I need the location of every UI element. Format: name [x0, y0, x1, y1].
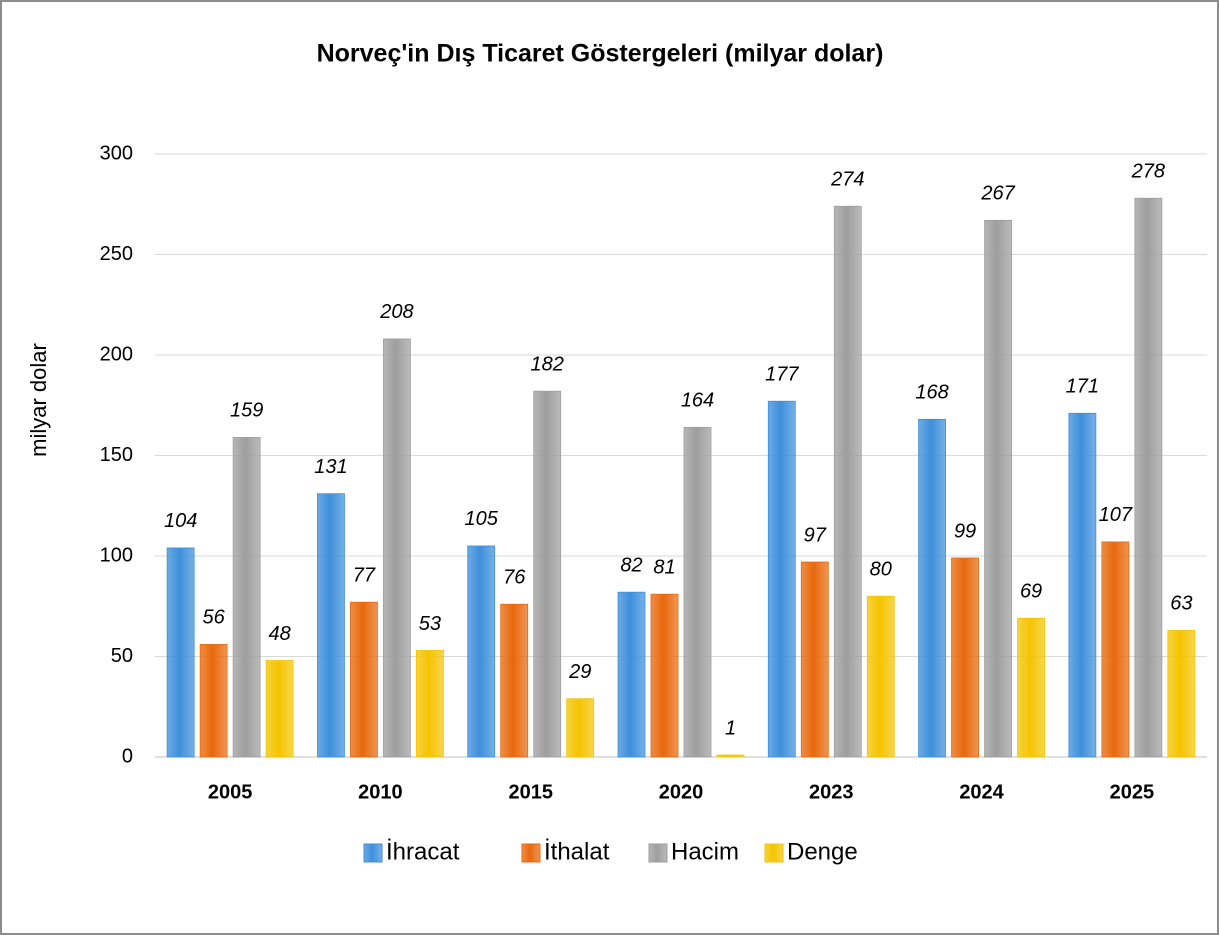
data-label: 159	[230, 400, 263, 422]
bar	[1068, 412, 1097, 758]
legend-swatch	[648, 843, 668, 863]
legend-label: İthalat	[544, 838, 610, 865]
x-tick-label: 2023	[809, 781, 854, 803]
bar	[416, 650, 444, 758]
bar	[1167, 629, 1196, 758]
bar	[683, 426, 712, 758]
bar	[166, 547, 195, 758]
data-label: 171	[1066, 376, 1099, 398]
bar	[650, 593, 679, 758]
data-label: 48	[269, 623, 291, 645]
bar	[1017, 617, 1045, 758]
data-label: 131	[314, 456, 347, 478]
bar	[984, 219, 1012, 758]
x-tick-label: 2015	[508, 781, 553, 803]
data-label: 53	[419, 613, 441, 635]
legend-label: Denge	[787, 838, 858, 865]
y-tick-label: 150	[100, 444, 133, 466]
data-label: 182	[531, 353, 564, 375]
legend-swatch	[363, 843, 383, 863]
y-tick-label: 50	[111, 645, 133, 667]
bar	[800, 561, 829, 758]
bar	[383, 338, 411, 758]
bar	[265, 660, 294, 758]
y-tick-label: 200	[100, 343, 133, 365]
data-label: 97	[804, 524, 827, 546]
x-tick-label: 2025	[1110, 781, 1155, 803]
data-label: 1	[725, 717, 736, 739]
data-label: 82	[620, 554, 642, 576]
chart-title: Norveç'in Dış Ticaret Göstergeleri (mily…	[317, 40, 884, 68]
data-label: 81	[653, 556, 675, 578]
bar	[500, 603, 529, 758]
bar	[833, 205, 862, 758]
data-label: 267	[980, 183, 1015, 205]
y-tick-label: 100	[100, 544, 133, 566]
y-tick-label: 300	[100, 142, 133, 164]
data-label: 76	[503, 567, 526, 589]
bar	[951, 557, 979, 758]
bar	[617, 591, 646, 758]
bar	[1101, 541, 1130, 758]
data-label: 104	[164, 510, 197, 532]
legend-swatch	[764, 843, 784, 863]
data-label: 168	[915, 382, 948, 404]
bar	[866, 595, 895, 758]
bar	[566, 698, 595, 758]
data-label: 164	[681, 390, 714, 412]
bar	[533, 390, 562, 758]
bar	[918, 418, 946, 758]
x-tick-label: 2020	[659, 781, 704, 803]
y-axis-label: milyar dolar	[26, 343, 51, 457]
bar	[232, 437, 261, 758]
y-tick-label: 250	[100, 243, 133, 265]
data-label: 177	[765, 364, 799, 386]
x-tick-label: 2024	[959, 781, 1004, 803]
data-label: 77	[353, 565, 376, 587]
data-label: 29	[568, 661, 591, 683]
data-label: 80	[870, 558, 892, 580]
data-label: 208	[379, 301, 413, 323]
data-label: 274	[830, 169, 864, 191]
data-label: 99	[954, 520, 976, 542]
legend-label: İhracat	[386, 838, 460, 865]
bar	[317, 493, 345, 758]
x-tick-label: 2010	[358, 781, 403, 803]
data-label: 63	[1170, 593, 1192, 615]
bar	[199, 644, 228, 758]
x-tick-label: 2005	[208, 781, 253, 803]
data-label: 105	[465, 508, 499, 530]
y-tick-label: 0	[122, 745, 133, 767]
bar	[767, 400, 796, 758]
data-label: 56	[203, 607, 226, 629]
legend-swatch	[521, 843, 541, 863]
data-label: 107	[1099, 504, 1133, 526]
bar	[350, 601, 378, 758]
legend-label: Hacim	[671, 838, 739, 865]
data-label: 278	[1131, 161, 1165, 183]
data-label: 69	[1020, 581, 1042, 603]
bar	[467, 545, 496, 758]
bar	[716, 754, 745, 758]
bar	[1134, 197, 1163, 758]
